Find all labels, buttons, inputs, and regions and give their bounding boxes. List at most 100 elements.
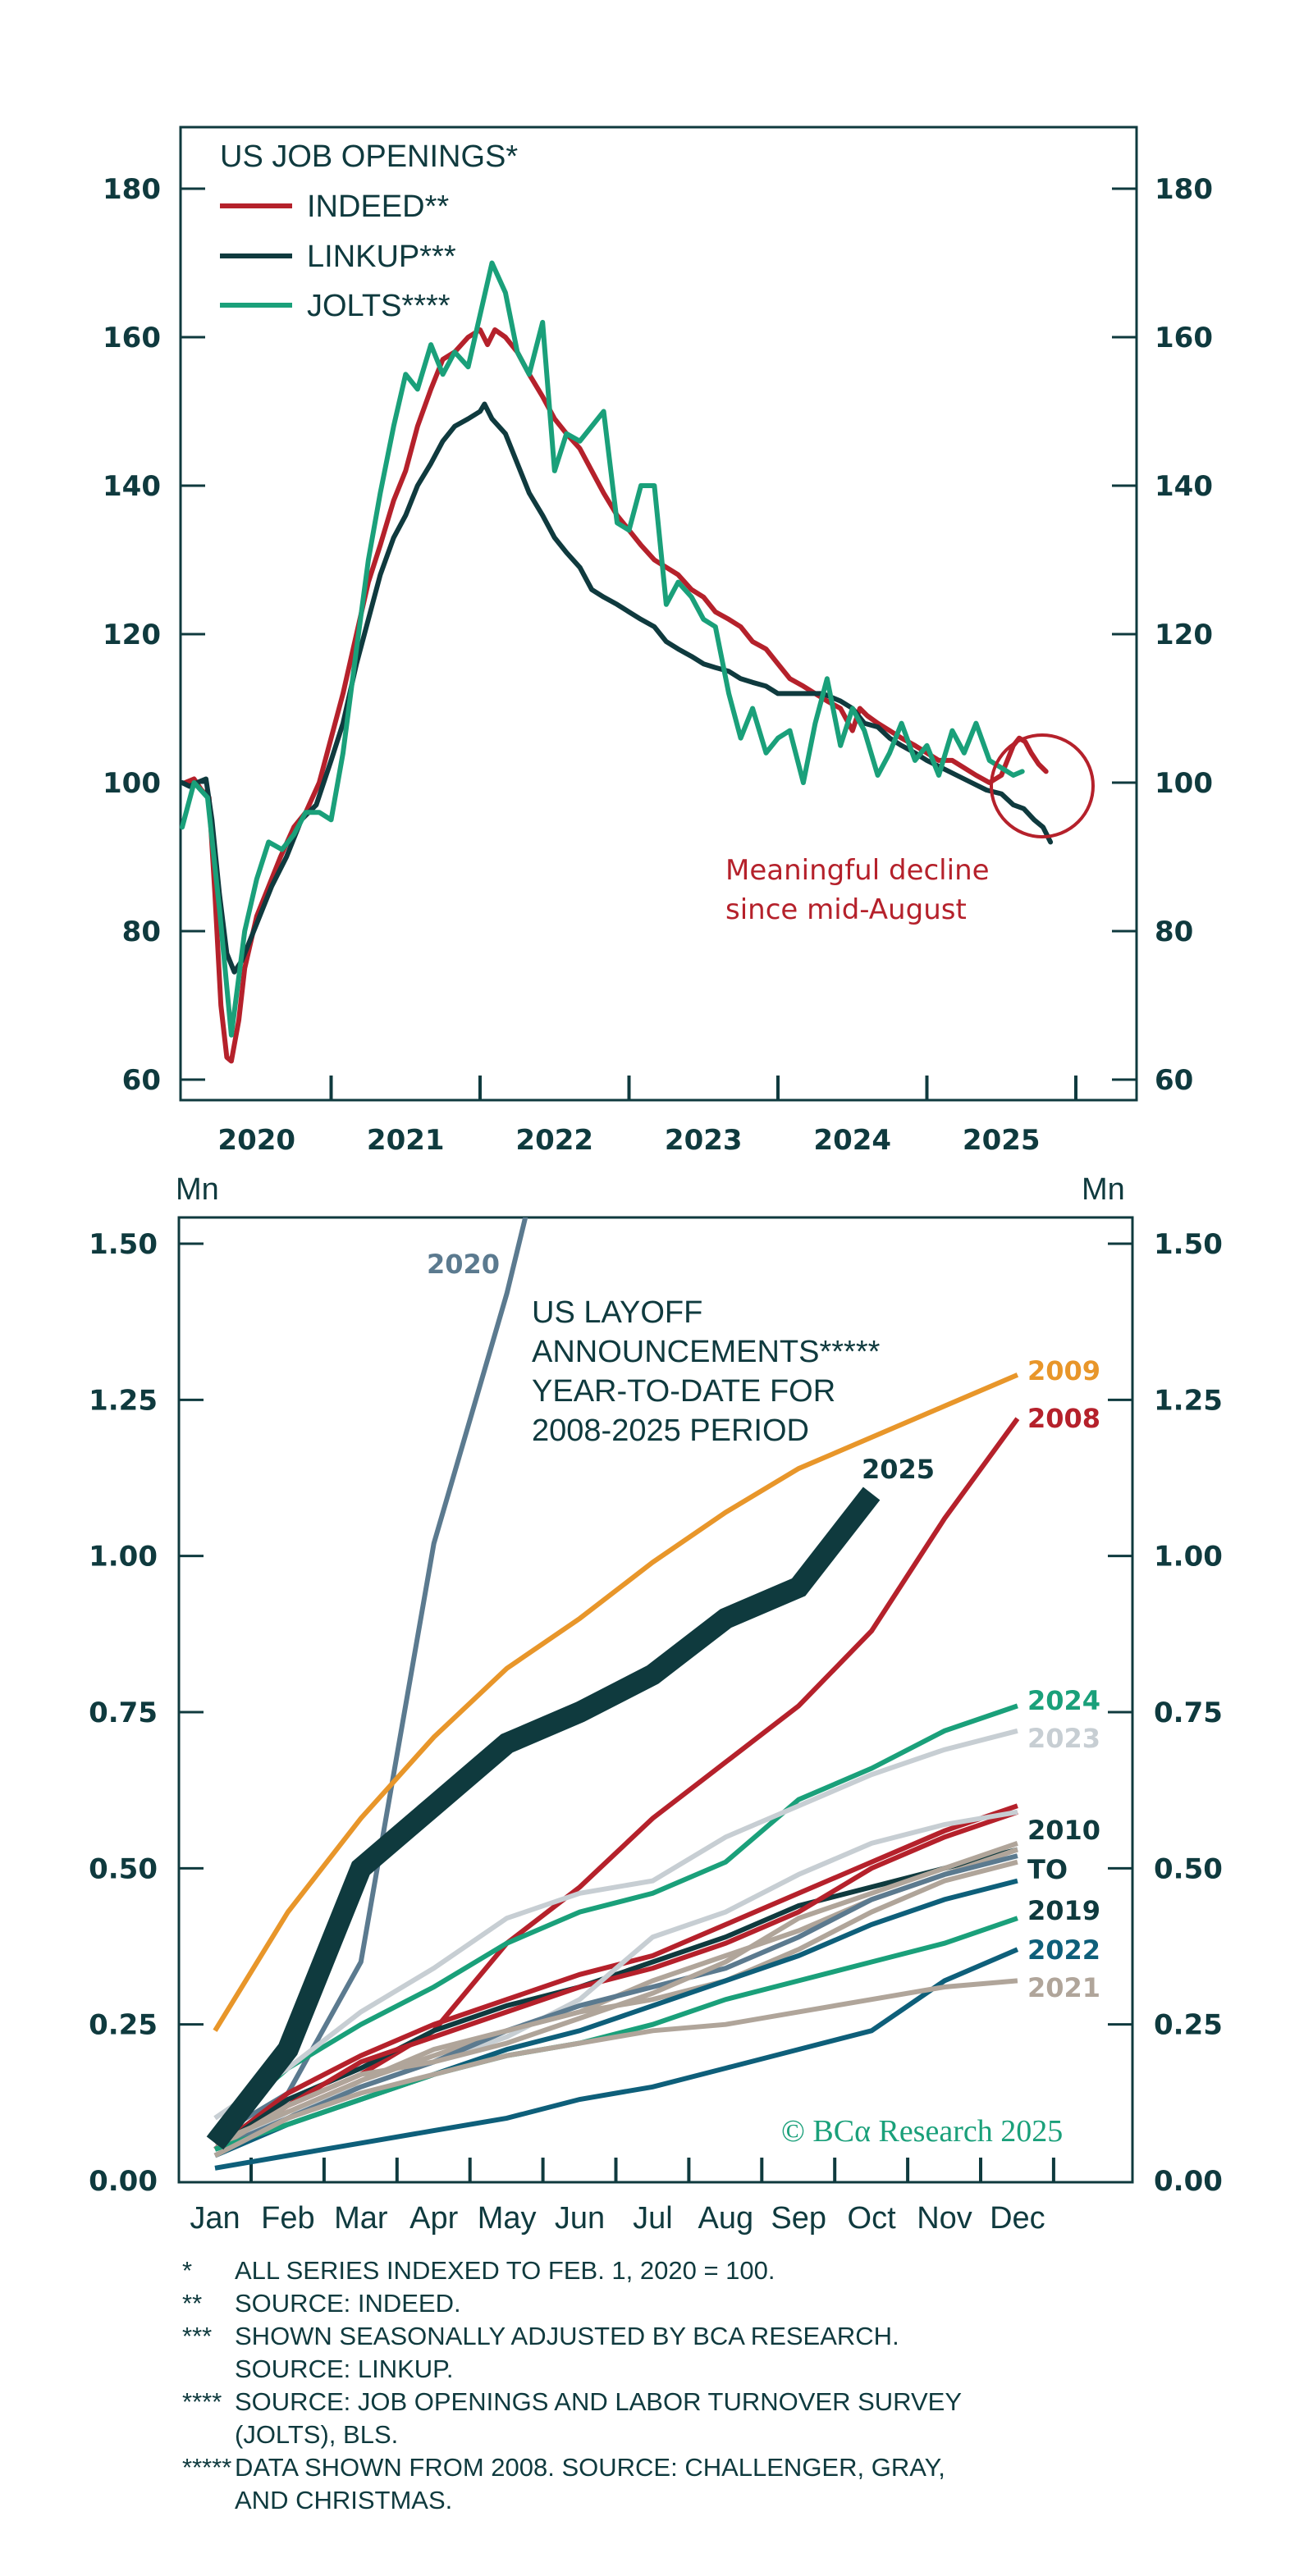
end-label-2010: 2010 [1027, 1815, 1100, 1846]
copyright-text: © BCα Research 2025 [781, 2114, 1063, 2149]
x-tick-label: 2021 [367, 1124, 445, 1157]
y-tick-label-left: 100 [103, 767, 161, 800]
series-line-jolts [180, 260, 1025, 1038]
top-legend: INDEED** LINKUP*** JOLTS**** [220, 190, 456, 323]
series-line-2009 [213, 1372, 1019, 2032]
y-tick-label-right: 100 [1155, 767, 1213, 800]
y-tick-label-left: 1.25 [89, 1384, 158, 1417]
series-line-2020 [213, 1217, 528, 2140]
y-tick-label-left: 120 [103, 619, 161, 651]
annotation-line-2: since mid-August [725, 893, 967, 926]
series-line-2017 [213, 1841, 1018, 2152]
x-tick-label: Jul [633, 2201, 673, 2236]
footnote-text: ALL SERIES INDEXED TO FEB. 1, 2020 = 100… [235, 2256, 775, 2285]
x-tick-label: Nov [917, 2201, 972, 2236]
series-line-2015 [213, 1853, 1018, 2152]
x-tick-label: 2020 [217, 1124, 295, 1157]
top-chart-title: US JOB OPENINGS* [220, 139, 518, 174]
left-unit-label: Mn [176, 1172, 219, 1207]
series-line-2012 [213, 1809, 1018, 2152]
y-tick-label-right: 160 [1155, 322, 1213, 354]
end-label-2008: 2008 [1027, 1403, 1100, 1434]
x-tick-label: 2024 [813, 1124, 891, 1157]
bottom-title-line-1: US LAYOFF [532, 1295, 702, 1330]
y-tick-label-left: 0.00 [89, 2165, 158, 2198]
end-label-2022: 2022 [1027, 1934, 1100, 1966]
legend-label-linkup: LINKUP*** [307, 240, 456, 274]
y-tick-label-left: 80 [122, 916, 161, 948]
legend-label-jolts: JOLTS**** [307, 289, 451, 323]
annotation-line-1: Meaningful decline [725, 854, 990, 887]
footnote-mark: **** [182, 2387, 222, 2416]
end-label-2023: 2023 [1027, 1723, 1100, 1754]
bottom-title-line-3: YEAR-TO-DATE FOR [532, 1374, 835, 1409]
top-series-lines [180, 260, 1054, 1064]
x-tick-label: 2025 [963, 1124, 1041, 1157]
x-tick-label: 2023 [665, 1124, 743, 1157]
bottom-title-line-4: 2008-2025 PERIOD [532, 1414, 809, 1448]
y-tick-label-right: 180 [1155, 173, 1213, 206]
end-label-2021: 2021 [1027, 1972, 1100, 2003]
bottom-plot-frame [177, 1216, 1134, 2184]
top-y-axis: 60 60 80 80 100 100 120 120 140 140 160 160 180 180 [103, 173, 1213, 1097]
footnotes: * ALL SERIES INDEXED TO FEB. 1, 2020 = 10… [182, 2254, 1126, 2517]
series-label-2020: 2020 [427, 1249, 500, 1280]
job-openings-chart: 60 60 80 80 100 100 120 120 140 140 160 160 180 180 2… [103, 126, 1213, 1157]
bottom-series-labels: 2020 2025 2009 2008 2024 2023 2010 TO 2019 2022 20… [427, 1249, 1100, 2003]
y-tick-label-right: 80 [1155, 916, 1193, 948]
y-tick-label-right: 0.25 [1154, 2009, 1223, 2042]
y-tick-label-left: 180 [103, 173, 161, 206]
bottom-title-line-2: ANNOUNCEMENTS***** [532, 1335, 881, 1369]
y-tick-label-left: 1.50 [89, 1228, 158, 1261]
x-tick-label: Dec [990, 2201, 1045, 2236]
footnote-5: ***** DATA SHOWN FROM 2008. SOURCE: CHALL… [182, 2451, 1126, 2517]
y-tick-label-right: 0.50 [1154, 1852, 1223, 1885]
series-label-2025: 2025 [862, 1454, 935, 1485]
top-x-axis: 2020 2021 2022 2023 2024 2025 [217, 1076, 1077, 1157]
series-line-2023 [213, 1728, 1018, 2121]
x-tick-label: Aug [698, 2201, 753, 2236]
y-tick-label-left: 140 [103, 470, 161, 503]
footnote-text: SOURCE: INDEED. [235, 2289, 461, 2318]
y-tick-label-right: 1.25 [1154, 1384, 1223, 1417]
series-line-2022 [214, 1947, 1019, 2171]
legend-label-indeed: INDEED** [307, 190, 449, 224]
end-label-2024: 2024 [1027, 1685, 1100, 1716]
y-tick-label-right: 120 [1155, 619, 1213, 651]
decline-highlight-circle [990, 733, 1095, 838]
footnote-mark: * [182, 2256, 193, 2285]
x-tick-label: Mar [334, 2201, 388, 2236]
y-tick-label-left: 0.25 [89, 2009, 158, 2042]
end-label-2019: 2019 [1027, 1895, 1100, 1926]
footnote-mark: ***** [182, 2453, 232, 2482]
footnote-mark: ** [182, 2289, 203, 2318]
y-tick-label-right: 1.00 [1154, 1541, 1223, 1573]
series-line-2021 [213, 1978, 1018, 2158]
x-tick-label: Feb [261, 2201, 314, 2236]
footnote-text: SHOWN SEASONALLY ADJUSTED BY BCA RESEARC… [235, 2322, 899, 2383]
series-line-indeed [182, 327, 1049, 1064]
bottom-x-axis: Jan Feb Mar Apr May Jun Jul Aug Sep Oct Nov Dec [190, 2158, 1055, 2236]
y-tick-label-left: 1.00 [89, 1541, 158, 1573]
x-tick-label: Sep [771, 2201, 826, 2236]
footnote-mark: *** [182, 2322, 213, 2350]
x-tick-label: 2022 [515, 1124, 593, 1157]
footnote-text: SOURCE: JOB OPENINGS AND LABOR TURNOVER … [235, 2387, 962, 2449]
x-tick-label: May [478, 2201, 537, 2236]
y-tick-label-left: 60 [122, 1064, 161, 1097]
layoff-announcements-chart: Mn Mn 0.00 0.00 0.25 0.25 0.50 0.50 0.75 0.75 1.… [89, 1172, 1223, 2236]
series-line-2025 [206, 1487, 881, 2150]
end-label-to: TO [1027, 1854, 1068, 1885]
x-tick-label: Oct [848, 2201, 897, 2236]
bottom-series-lines [206, 1217, 1020, 2171]
bottom-chart-title: US LAYOFF ANNOUNCEMENTS***** YEAR-TO-DAT… [532, 1295, 881, 1448]
y-tick-label-left: 0.50 [89, 1852, 158, 1885]
footnote-1: * ALL SERIES INDEXED TO FEB. 1, 2020 = 10… [182, 2254, 1126, 2287]
x-tick-label: Apr [409, 2201, 458, 2236]
top-plot-frame [179, 126, 1138, 1102]
series-line-2024 [213, 1703, 1018, 2133]
end-label-2009: 2009 [1027, 1355, 1100, 1386]
y-tick-label-right: 140 [1155, 470, 1213, 503]
x-tick-label: Jun [555, 2201, 605, 2236]
